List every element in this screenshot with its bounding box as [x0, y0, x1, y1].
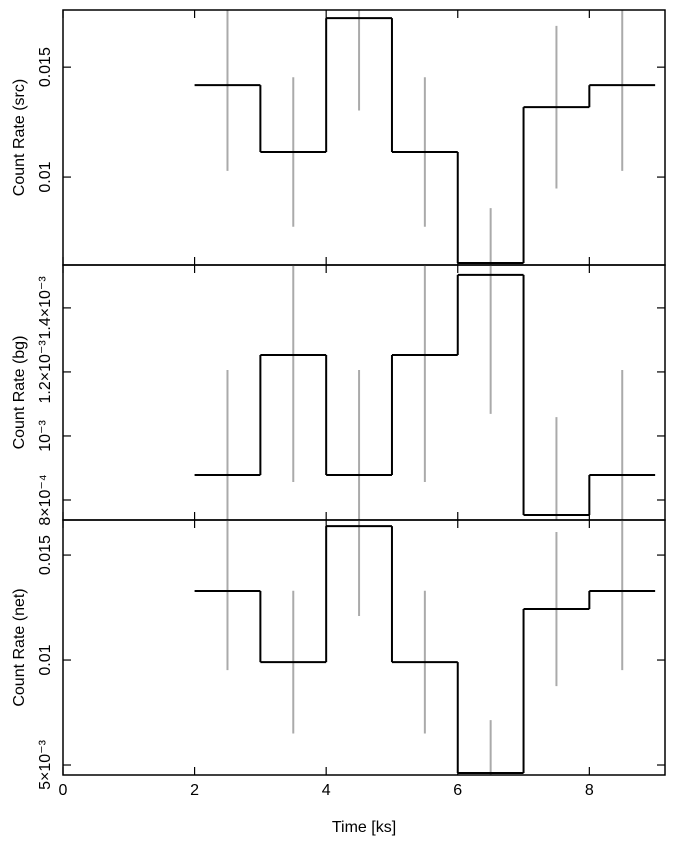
- x-tick-label: 2: [190, 782, 199, 799]
- panel-frame: [62, 9, 666, 266]
- panel-frame: [62, 264, 666, 521]
- y-tick-label: 0.015: [37, 47, 54, 87]
- x-tick-label: 4: [322, 782, 331, 799]
- y-tick-label: 1.4×10⁻³: [37, 276, 54, 340]
- x-tick-label: 0: [59, 782, 68, 799]
- plot-area: [194, 10, 656, 265]
- panel-frame: [62, 519, 666, 776]
- y-tick-label: 10⁻³: [37, 420, 54, 452]
- y-axis-label: Count Rate (src): [11, 79, 28, 196]
- x-tick-label: 6: [453, 782, 462, 799]
- x-tick-label: 8: [585, 782, 594, 799]
- y-tick-label: 5×10⁻³: [37, 739, 54, 789]
- plot-area: [194, 265, 656, 520]
- y-tick-label: 0.01: [37, 161, 54, 192]
- x-axis-label: Time [ks]: [332, 819, 396, 836]
- y-tick-label: 1.2×10⁻³: [37, 340, 54, 404]
- y-tick-label: 0.01: [37, 644, 54, 675]
- y-axis-label: Count Rate (bg): [11, 336, 28, 450]
- y-tick-label: 0.015: [37, 535, 54, 575]
- y-axis-label: Count Rate (net): [11, 588, 28, 706]
- y-tick-label: 8×10⁻⁴: [37, 474, 54, 525]
- plot-area: [194, 520, 656, 775]
